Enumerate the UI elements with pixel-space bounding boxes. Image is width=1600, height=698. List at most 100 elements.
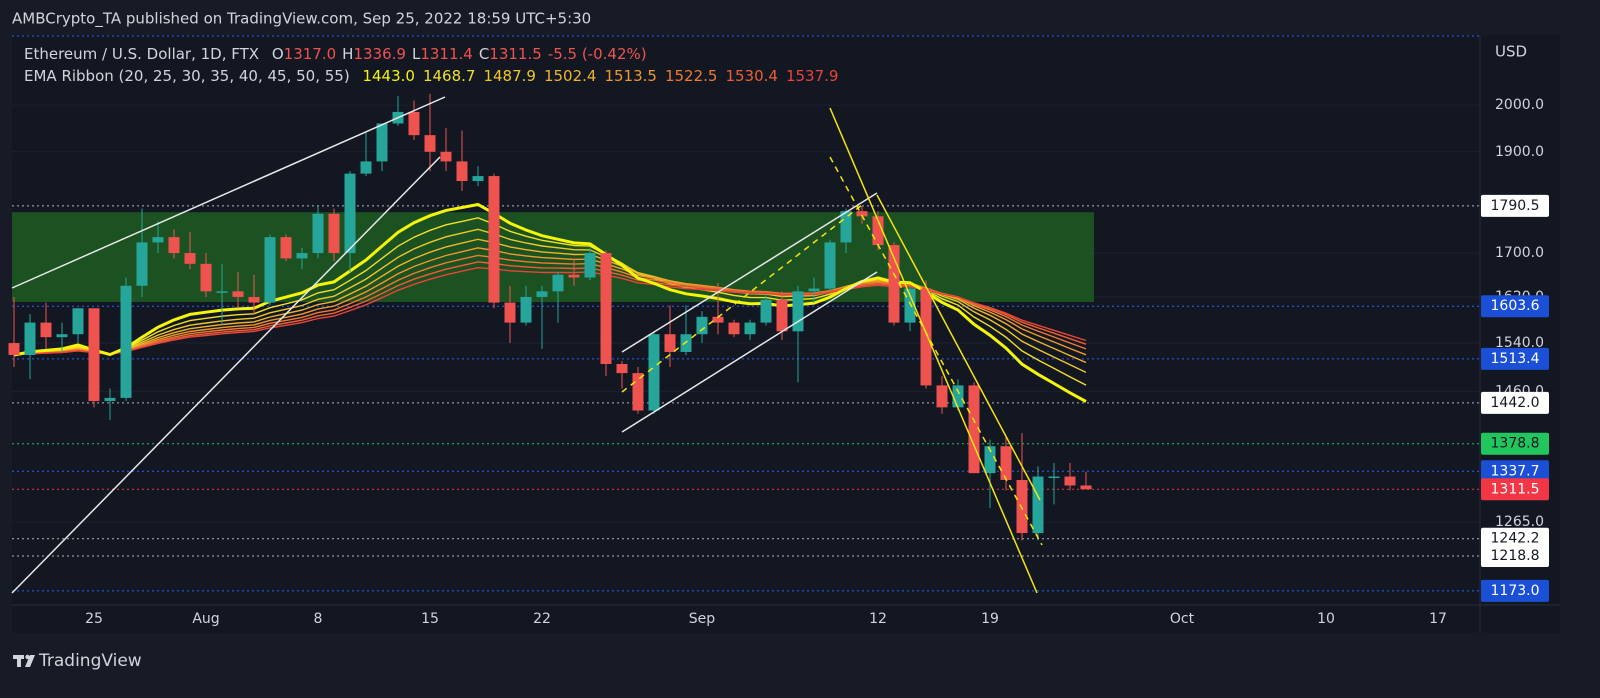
candle-body (408, 111, 420, 136)
ema-value: 1502.4 (544, 67, 597, 85)
ohlc-key: H (342, 45, 353, 63)
ohlc-value: 1311.4 (420, 45, 473, 63)
price-label: 1603.6 (1491, 298, 1540, 314)
candle-body (1032, 476, 1044, 534)
ema-value: 1443.0 (362, 67, 415, 85)
trendlines (11, 96, 1043, 594)
x-tick-label: 17 (1429, 611, 1447, 627)
x-tick-label: 22 (533, 611, 551, 627)
price-label: 1513.4 (1491, 351, 1540, 367)
price-label-box (1481, 527, 1549, 550)
candle-body (248, 296, 260, 303)
price-label-box (1481, 579, 1549, 602)
candle-body (296, 253, 308, 259)
candle-body (184, 253, 196, 264)
ema-line (13, 254, 1087, 356)
price-label-box (1481, 391, 1549, 414)
candle-body (280, 237, 292, 259)
candle-body (1000, 446, 1012, 480)
candle-body (152, 237, 164, 243)
x-tick-label: 8 (314, 611, 323, 627)
trendline (829, 156, 1043, 546)
candle-body (312, 213, 324, 254)
ohlc-value: 1336.9 (353, 45, 406, 63)
candle-body (1048, 476, 1060, 479)
candle-body (984, 446, 996, 474)
trendline (876, 194, 1041, 501)
time-axis (12, 605, 1560, 633)
x-tick-label: 12 (869, 611, 887, 627)
price-label-box (1481, 478, 1549, 501)
ema-values: 1443.0 1468.7 1487.9 1502.4 1513.5 1522.5 1530… (362, 67, 838, 85)
candle-body (552, 274, 564, 292)
ema-label: EMA Ribbon (20, 25, 30, 35, 40, 45, 50, … (24, 67, 350, 85)
candle-body (472, 176, 484, 181)
candle-body (168, 237, 180, 254)
trendline (621, 271, 878, 433)
candle-body (792, 291, 804, 332)
candle-body (568, 274, 580, 278)
candle-body (56, 334, 68, 338)
candle-body (520, 296, 532, 323)
candle-body (72, 308, 84, 335)
candle-body (904, 288, 916, 323)
candle-body (88, 308, 100, 402)
ohlc-key: O (272, 45, 284, 63)
candle-body (376, 123, 388, 162)
candle-body (24, 322, 36, 355)
price-label-box (1481, 460, 1549, 483)
x-tick-label: 10 (1317, 611, 1335, 627)
candle-body (328, 213, 340, 254)
y-tick-label: 1900.0 (1495, 144, 1544, 160)
candle-body (616, 363, 628, 374)
trendline (621, 204, 863, 393)
candle-body (584, 253, 596, 278)
candle-body (104, 397, 116, 402)
y-tick-label: 2000.0 (1495, 97, 1544, 113)
price-label: 1311.5 (1491, 481, 1540, 497)
candle-body (600, 253, 612, 364)
candle-body (728, 322, 740, 335)
ema-value: 1468.7 (423, 67, 476, 85)
currency-label: USD (1495, 43, 1527, 61)
brand-logo (13, 654, 35, 667)
candle-body (1080, 485, 1092, 490)
ohlc-value: 1311.5 (489, 45, 542, 63)
candle-body (200, 263, 212, 292)
candle-body (824, 242, 836, 289)
y-tick-label: 1540.0 (1495, 335, 1544, 351)
candle-body (216, 291, 228, 293)
candle-body (872, 216, 884, 246)
ema-value: 1513.5 (604, 67, 657, 85)
ohlc-fields: O1317.0 H1336.9 L1311.4 C1311.5 -5.5 (-0.42%… (272, 45, 647, 63)
candle-body (1064, 476, 1076, 486)
price-label: 1173.0 (1491, 583, 1540, 599)
x-tick-label: 25 (85, 611, 103, 627)
ema-value: 1487.9 (483, 67, 536, 85)
candle-body (712, 316, 724, 323)
price-label-box (1481, 347, 1549, 370)
candle-body (648, 334, 660, 411)
x-tick-label: Aug (192, 611, 219, 627)
candle-body (696, 316, 708, 335)
trendline (621, 192, 878, 353)
price-axis (1480, 35, 1560, 605)
axis-layer: 2000.01900.01700.01620.01540.01460.01265… (85, 97, 1549, 627)
ema-value: 1537.9 (786, 67, 839, 85)
ema-value: 1522.5 (665, 67, 718, 85)
trendline (11, 96, 446, 289)
candle-body (456, 161, 468, 181)
candle-body (264, 237, 276, 303)
x-tick-label: Oct (1170, 611, 1195, 627)
ohlc-change: -5.5 (-0.42%) (548, 45, 647, 63)
candle-body (424, 135, 436, 152)
ema-line (13, 266, 1087, 356)
candle-body (888, 245, 900, 323)
candle-body (344, 173, 356, 254)
candle-body (760, 299, 772, 323)
price-label: 1218.8 (1491, 548, 1540, 564)
ohlc-value: 1317.0 (284, 45, 337, 63)
ohlc-key: L (412, 45, 421, 63)
price-label: 1790.5 (1491, 198, 1540, 214)
candle-body (920, 288, 932, 386)
